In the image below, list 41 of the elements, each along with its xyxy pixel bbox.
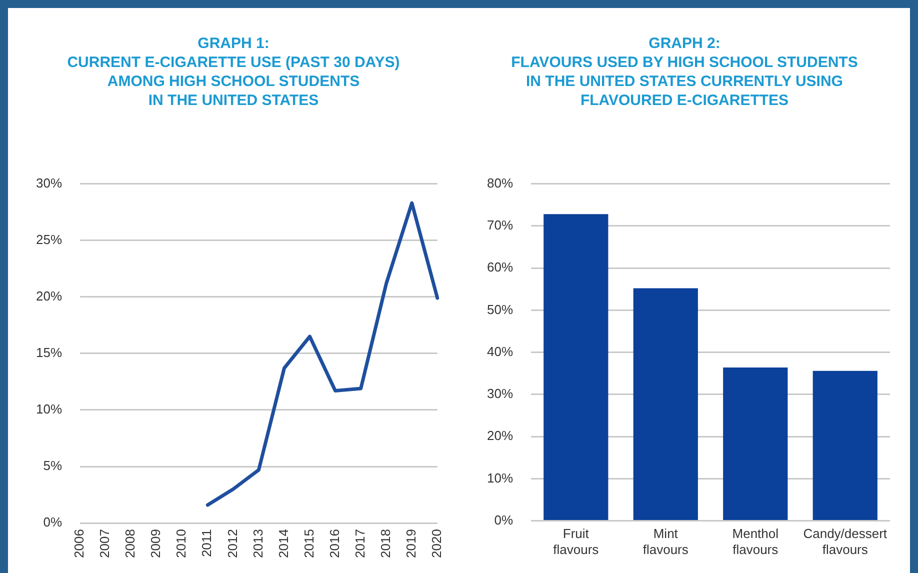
x-tick-label: Menthol flavours xyxy=(732,526,779,557)
chart-title: GRAPH 2: FLAVOURS USED BY HIGH SCHOOL STUDENTS IN THE UNITED STATES CURRENTLY USING FLAVOURED E-CIGARETTES xyxy=(510,34,859,111)
y-tick-label: 10% xyxy=(486,470,514,486)
y-tick-label: 0% xyxy=(43,514,62,530)
bar xyxy=(723,367,788,520)
x-tick-label: Mint flavours xyxy=(642,526,689,557)
x-tick-label: 2008 xyxy=(122,529,138,558)
x-tick-label: 2014 xyxy=(276,529,291,558)
y-tick-label: 10% xyxy=(36,402,62,417)
x-tick-label: 2007 xyxy=(97,529,112,558)
x-tick-label: Candy/dessert flavours xyxy=(803,526,888,557)
x-tick-label: 2010 xyxy=(174,529,189,558)
y-tick-label: 15% xyxy=(36,345,62,360)
y-tick-label: 70% xyxy=(486,218,514,233)
y-tick-label: 80% xyxy=(486,175,514,190)
y-tick-label: 30% xyxy=(486,386,514,402)
y-tick-label: 0% xyxy=(494,512,514,528)
x-tick-label: 2018 xyxy=(378,529,393,558)
x-tick-label: 2017 xyxy=(352,529,368,558)
y-tick-label: 40% xyxy=(486,344,514,359)
y-tick-label: 20% xyxy=(36,288,62,304)
bar xyxy=(633,288,698,520)
x-tick-label: 2013 xyxy=(250,529,266,558)
x-tick-label: 2009 xyxy=(148,529,164,558)
y-tick-label: 20% xyxy=(486,428,514,444)
y-tick-label: 5% xyxy=(43,458,62,474)
y-tick-label: 30% xyxy=(36,175,62,190)
x-tick-label: 2012 xyxy=(224,529,240,558)
x-tick-label: 2011 xyxy=(199,529,214,558)
y-tick-label: 25% xyxy=(36,232,62,247)
bar xyxy=(544,214,608,520)
y-tick-label: 60% xyxy=(486,260,514,275)
y-tick-label: 50% xyxy=(486,302,514,317)
x-tick-label: 2020 xyxy=(428,529,444,558)
x-tick-label: Fruit flavours xyxy=(553,526,600,557)
bar xyxy=(812,370,878,520)
x-tick-label: 2016 xyxy=(326,529,342,558)
x-tick-label: 2006 xyxy=(72,529,87,558)
x-tick-label: 2019 xyxy=(403,529,418,558)
x-tick-label: 2015 xyxy=(301,529,316,558)
chart-title: GRAPH 1: CURRENT E-CIGARETTE USE (PAST 30 DAYS) AMONG HIGH SCHOOL STUDENTS IN THE UNITED STATES xyxy=(66,34,401,111)
